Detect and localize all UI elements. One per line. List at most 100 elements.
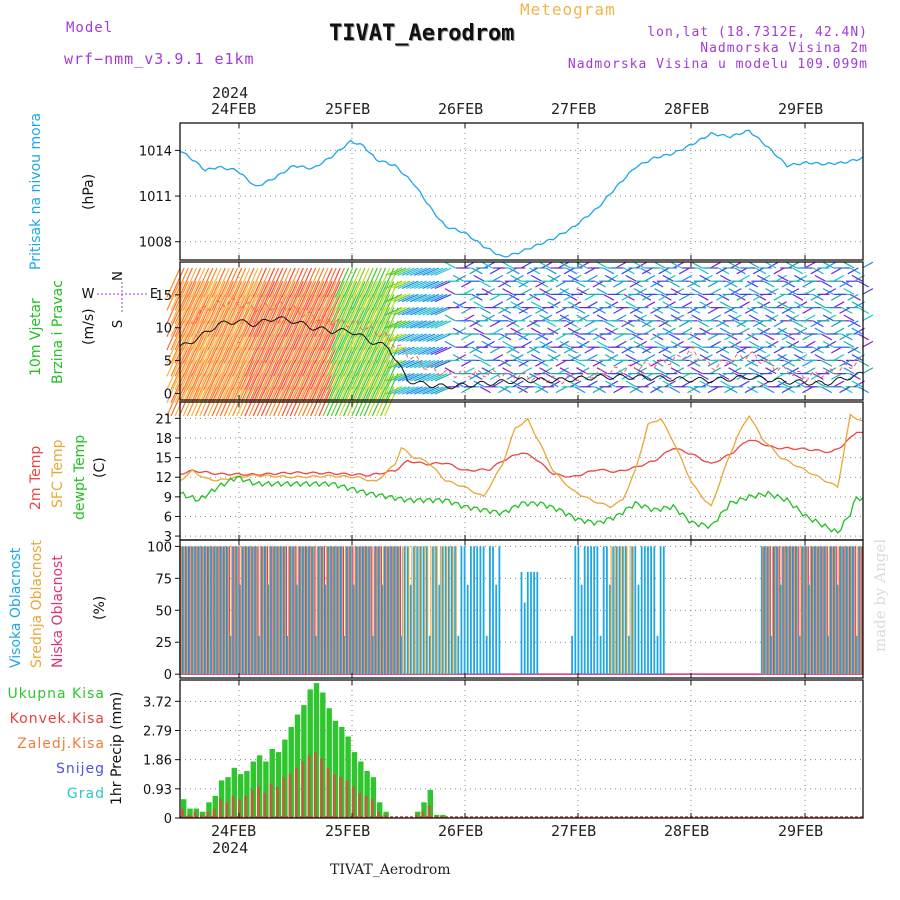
wind-arrow	[285, 346, 300, 377]
wind-arrow	[633, 340, 645, 348]
wind-arrow	[794, 301, 806, 309]
wind-arrow	[338, 267, 354, 298]
wind-arrow	[640, 267, 652, 275]
wind-arrow	[430, 333, 448, 342]
wind-arrow	[810, 293, 822, 301]
wind-arrow	[355, 320, 370, 351]
wind-arrow	[510, 327, 522, 335]
wind-arrow	[833, 301, 845, 309]
wind-arrow	[773, 346, 785, 354]
wind-arrow	[170, 280, 185, 311]
wind-arrow	[301, 280, 317, 311]
wind-arrow	[689, 280, 701, 288]
wind-arrow	[409, 346, 427, 356]
wind-arrow	[455, 274, 467, 282]
wind-arrow	[566, 346, 578, 354]
wind-arrow	[211, 373, 226, 404]
bottom-day-label: 27FEB	[551, 822, 597, 840]
wind-arrow	[182, 307, 197, 338]
wind-arrow	[765, 314, 777, 322]
wind-arrow	[318, 360, 333, 390]
wind-arrow	[409, 293, 427, 303]
wind-arrow	[547, 354, 559, 361]
convective-precip-bar	[181, 808, 184, 818]
wind-arrow	[804, 288, 816, 295]
wind-arrow	[207, 294, 222, 324]
wind-arrow	[363, 307, 378, 338]
wind-arrow	[397, 307, 415, 316]
wind-arrow	[734, 373, 746, 380]
wind-arrow	[203, 333, 218, 364]
wind-arrow	[236, 333, 251, 364]
wind-arrow	[322, 280, 337, 311]
wind-arrow	[227, 294, 243, 324]
wind-arrow	[367, 267, 382, 298]
wind-arrow	[277, 333, 292, 364]
wind-arrow	[289, 373, 304, 404]
wind-arrow	[351, 280, 366, 311]
wind-arrow	[851, 354, 863, 361]
wind-arrow	[654, 288, 666, 295]
wind-arrow	[240, 333, 255, 364]
wind-arrow	[757, 380, 769, 388]
wind-arrow	[351, 333, 366, 364]
pressure-tick-label: 1008	[139, 236, 172, 251]
wind-arrow	[822, 340, 834, 348]
wind-arrow	[351, 307, 366, 338]
wind-arrow	[794, 380, 806, 388]
wind-arrow	[227, 320, 243, 351]
wind-arrow	[463, 314, 475, 322]
total-precip-bar	[231, 767, 237, 818]
wind-arrow	[644, 301, 656, 309]
wind-arrow	[492, 301, 504, 309]
wind-arrow	[557, 340, 569, 348]
wind-arrow	[219, 346, 234, 377]
wind-arrow	[371, 333, 387, 364]
wind-arrow	[418, 320, 436, 329]
wind-arrow	[281, 267, 296, 298]
wind-arrow	[592, 333, 604, 341]
wind-arrow	[281, 320, 296, 351]
wind-arrow	[195, 294, 210, 324]
wind-arrow	[422, 280, 440, 290]
wind-arrow	[174, 307, 189, 338]
wind-arrow	[670, 288, 682, 295]
panel-frame	[179, 261, 864, 401]
wind-arrow	[397, 293, 415, 303]
wind-arrow	[330, 333, 345, 364]
convective-precip-bar	[377, 811, 380, 818]
wind-arrow	[500, 280, 512, 288]
pressure-line	[179, 129, 864, 258]
precip-tick-label: 2.79	[143, 724, 172, 739]
wind-arrow	[615, 288, 627, 295]
wind-arrow	[227, 280, 243, 311]
wind-arrow	[414, 373, 431, 382]
wind-arrow	[530, 274, 543, 282]
wind-arrow	[802, 333, 814, 341]
wind-arrow	[841, 386, 853, 394]
wind-arrow	[203, 280, 218, 311]
convective-precip-bar	[358, 792, 362, 818]
wind-arrow	[738, 327, 750, 335]
wind-arrow	[252, 346, 267, 377]
wind-arrow	[310, 346, 325, 377]
wind-arrow	[314, 267, 329, 298]
wind-arrow	[434, 280, 452, 290]
wind-arrow	[847, 346, 859, 354]
wind-arrow	[469, 267, 481, 275]
wind-arrow	[541, 288, 553, 295]
wind-arrow	[847, 293, 859, 301]
convective-precip-bar	[326, 767, 330, 818]
wind-arrow	[461, 386, 473, 394]
wind-arrow	[182, 320, 197, 351]
wind-arrow	[746, 359, 759, 367]
wind-arrow	[244, 373, 259, 404]
wind-arrow	[371, 267, 387, 298]
wind-arrow	[520, 314, 532, 322]
wind-arrow	[330, 320, 345, 351]
wind-arrow	[792, 320, 804, 328]
wind-arrow	[738, 274, 750, 282]
wind-arrow	[293, 320, 308, 351]
wind-arrow	[285, 280, 300, 311]
wind-arrow	[516, 280, 528, 288]
